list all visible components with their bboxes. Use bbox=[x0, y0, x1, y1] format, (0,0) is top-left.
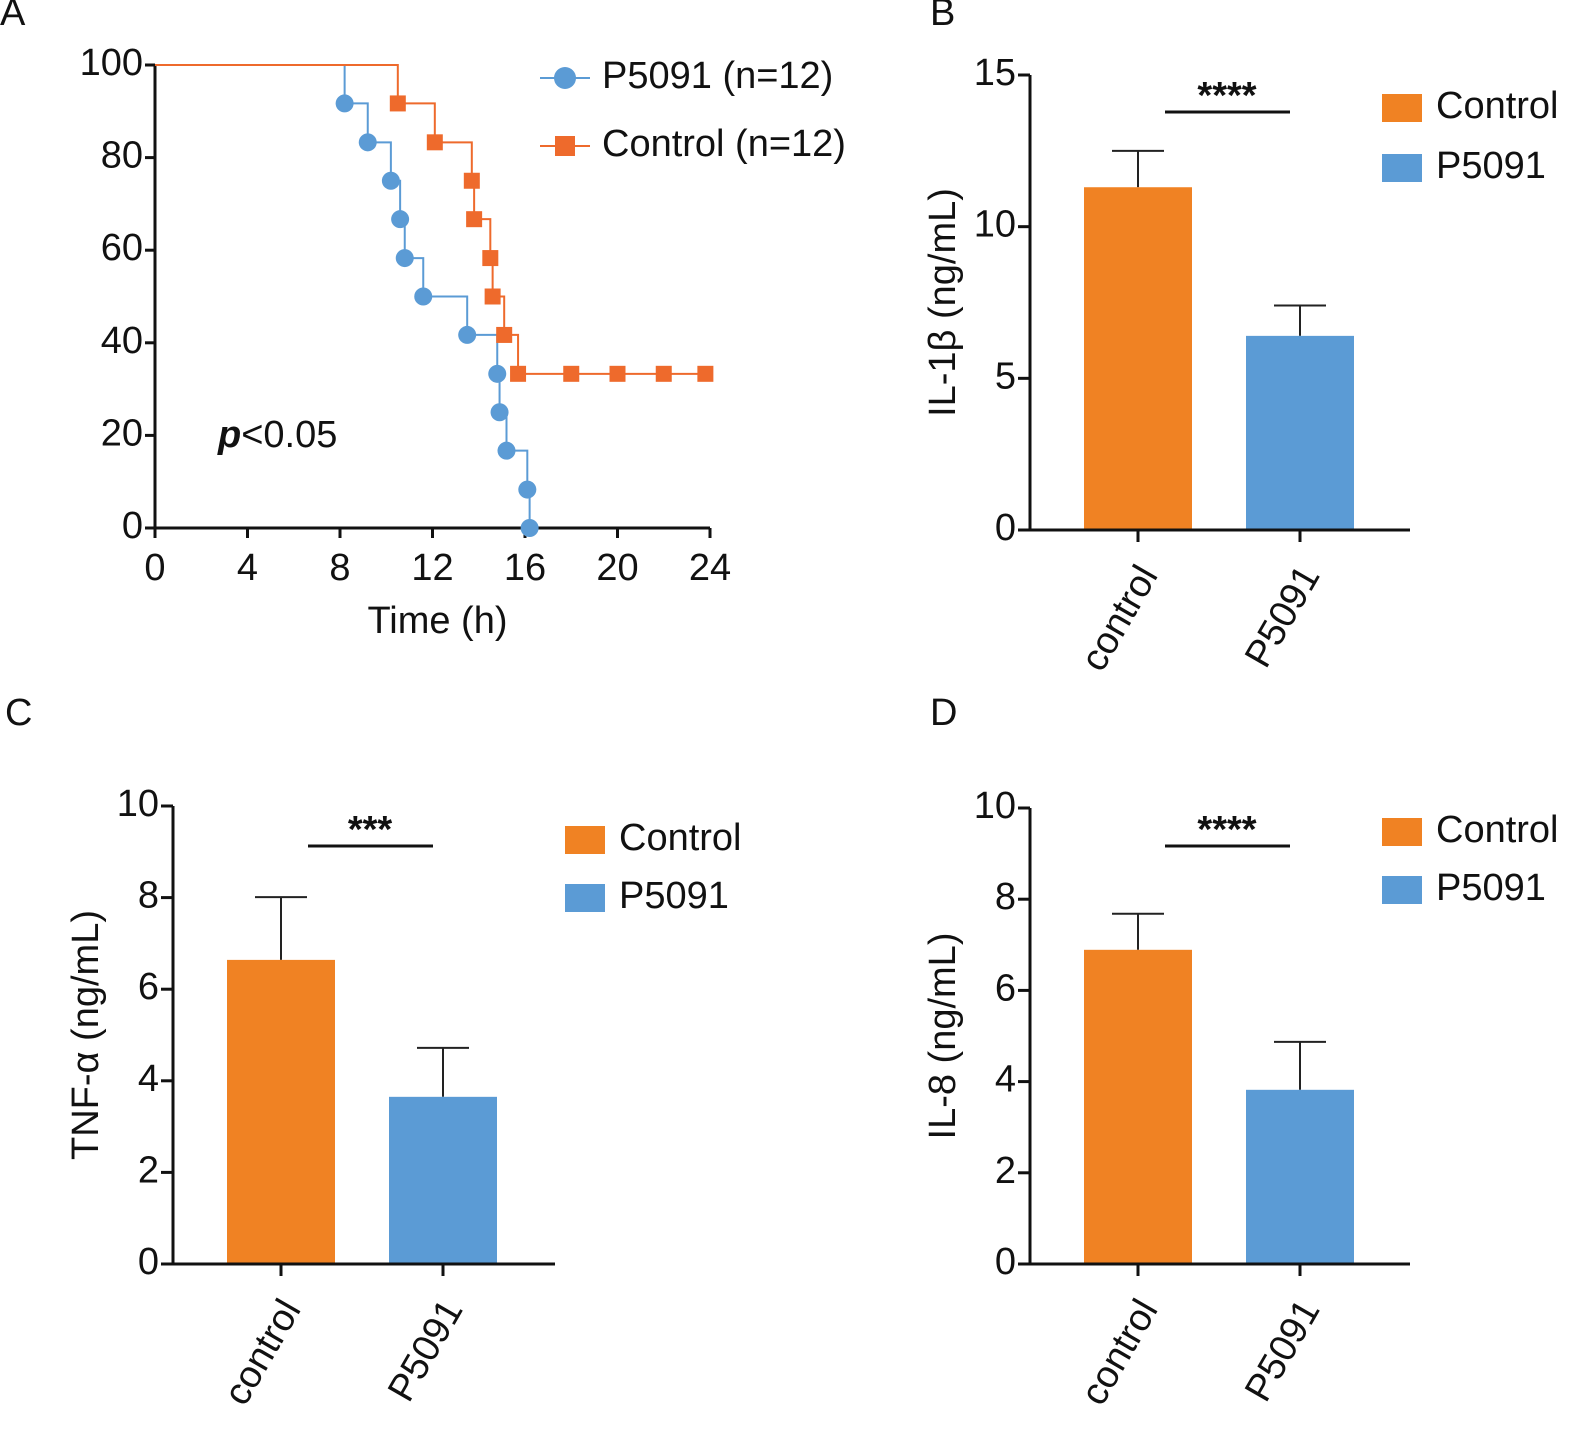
y-tick-label: 10 bbox=[974, 204, 1016, 246]
marker bbox=[391, 210, 410, 229]
y-tick-label: 15 bbox=[974, 52, 1016, 94]
legend-marker bbox=[555, 136, 575, 156]
x-tick-label: control bbox=[216, 1293, 309, 1413]
y-tick-label: 5 bbox=[995, 355, 1016, 397]
y-tick-label: 0 bbox=[138, 1241, 159, 1283]
marker bbox=[496, 326, 513, 343]
legend-label: Control bbox=[619, 817, 742, 859]
legend-label: P5091 bbox=[1436, 145, 1546, 187]
y-tick-label: 100 bbox=[80, 42, 143, 84]
significance: **** bbox=[1197, 75, 1256, 117]
x-tick-label: 24 bbox=[689, 547, 731, 589]
bar bbox=[1084, 949, 1192, 1264]
x-tick-label: 8 bbox=[329, 547, 350, 589]
survival-line bbox=[155, 64, 706, 375]
legend-label: Control (n=12) bbox=[602, 123, 846, 165]
significance: *** bbox=[348, 809, 393, 851]
x-tick-label: 20 bbox=[596, 547, 638, 589]
y-tick-label: 8 bbox=[138, 875, 159, 917]
y-tick-label: 6 bbox=[138, 966, 159, 1008]
y-tick-label: 60 bbox=[101, 227, 143, 269]
significance: **** bbox=[1197, 809, 1256, 851]
marker bbox=[335, 94, 354, 113]
marker bbox=[426, 134, 443, 151]
y-tick-label: 0 bbox=[995, 1241, 1016, 1283]
y-tick-label: 10 bbox=[974, 785, 1016, 827]
x-tick-label: 12 bbox=[411, 547, 453, 589]
marker bbox=[609, 365, 626, 382]
y-axis-label: TNF-α (ng/mL) bbox=[65, 910, 107, 1160]
marker bbox=[358, 133, 377, 152]
annotation-text: <0.05 bbox=[241, 414, 337, 456]
y-axis-label: IL-8 (ng/mL) bbox=[922, 933, 964, 1140]
survival-line bbox=[155, 64, 531, 528]
x-tick-label: 0 bbox=[144, 547, 165, 589]
marker bbox=[655, 365, 672, 382]
panel-label: B bbox=[930, 0, 955, 34]
y-tick-label: 4 bbox=[138, 1058, 159, 1100]
marker bbox=[488, 364, 507, 383]
y-tick-label: 2 bbox=[138, 1149, 159, 1191]
annotation-p: p bbox=[217, 414, 241, 456]
x-tick-label: 16 bbox=[504, 547, 546, 589]
marker bbox=[389, 95, 406, 112]
marker bbox=[381, 171, 400, 190]
marker bbox=[466, 211, 483, 228]
legend-swatch bbox=[1382, 818, 1422, 846]
marker bbox=[484, 288, 501, 305]
marker bbox=[463, 172, 480, 189]
legend-label: P5091 bbox=[1436, 867, 1546, 909]
x-axis-label: Time (h) bbox=[367, 600, 507, 642]
x-tick-label: P5091 bbox=[1237, 1293, 1328, 1409]
x-tick-label: P5091 bbox=[380, 1293, 471, 1409]
legend-swatch bbox=[565, 826, 605, 854]
marker bbox=[510, 365, 527, 382]
y-tick-label: 10 bbox=[117, 783, 159, 825]
panel-label: A bbox=[0, 0, 26, 34]
marker bbox=[518, 480, 537, 499]
panel-label: C bbox=[5, 692, 32, 734]
bar bbox=[389, 1096, 497, 1264]
y-tick-label: 6 bbox=[995, 967, 1016, 1009]
legend-label: P5091 bbox=[619, 875, 729, 917]
legend-label: Control bbox=[1436, 85, 1559, 127]
marker bbox=[458, 325, 477, 344]
legend-marker bbox=[554, 67, 576, 89]
y-tick-label: 4 bbox=[995, 1059, 1016, 1101]
y-tick-label: 40 bbox=[101, 320, 143, 362]
marker bbox=[520, 519, 539, 537]
bar bbox=[227, 959, 335, 1264]
bar bbox=[1084, 187, 1192, 530]
marker bbox=[482, 250, 499, 267]
legend-swatch bbox=[1382, 154, 1422, 182]
marker bbox=[395, 249, 414, 268]
legend-label: P5091 (n=12) bbox=[602, 55, 833, 97]
x-tick-label: control bbox=[1073, 559, 1166, 679]
annotation: p<0.05 bbox=[217, 414, 337, 456]
legend-swatch bbox=[1382, 876, 1422, 904]
y-tick-label: 80 bbox=[101, 135, 143, 177]
x-tick-label: 4 bbox=[237, 547, 258, 589]
bar bbox=[1246, 1089, 1354, 1264]
bar bbox=[1246, 335, 1354, 530]
marker bbox=[563, 365, 580, 382]
legend-swatch bbox=[565, 884, 605, 912]
legend-swatch bbox=[1382, 94, 1422, 122]
x-tick-label: control bbox=[1073, 1293, 1166, 1413]
y-tick-label: 20 bbox=[101, 412, 143, 454]
y-tick-label: 8 bbox=[995, 876, 1016, 918]
y-tick-label: 0 bbox=[995, 507, 1016, 549]
legend-label: Control bbox=[1436, 809, 1559, 851]
marker bbox=[414, 287, 433, 306]
panel-label: D bbox=[930, 692, 957, 734]
marker bbox=[490, 403, 509, 422]
y-tick-label: 2 bbox=[995, 1150, 1016, 1192]
marker bbox=[697, 365, 714, 382]
marker bbox=[497, 441, 516, 460]
y-axis-label: IL-1β (ng/mL) bbox=[922, 188, 964, 417]
y-tick-label: 0 bbox=[122, 505, 143, 547]
x-tick-label: P5091 bbox=[1237, 559, 1328, 675]
